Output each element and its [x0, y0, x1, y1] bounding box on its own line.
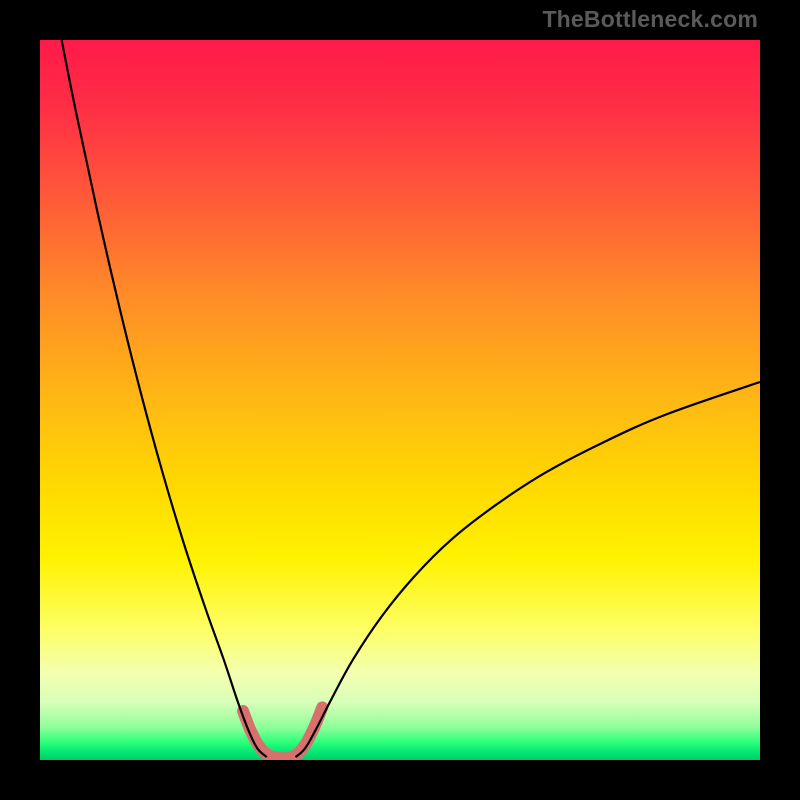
bottom-highlight-curve [243, 707, 322, 758]
right-curve [296, 382, 760, 757]
watermark-text: TheBottleneck.com [542, 6, 758, 33]
chart-frame: TheBottleneck.com [0, 0, 800, 800]
curves-layer [40, 40, 760, 760]
left-curve [62, 40, 267, 757]
plot-area [40, 40, 760, 760]
